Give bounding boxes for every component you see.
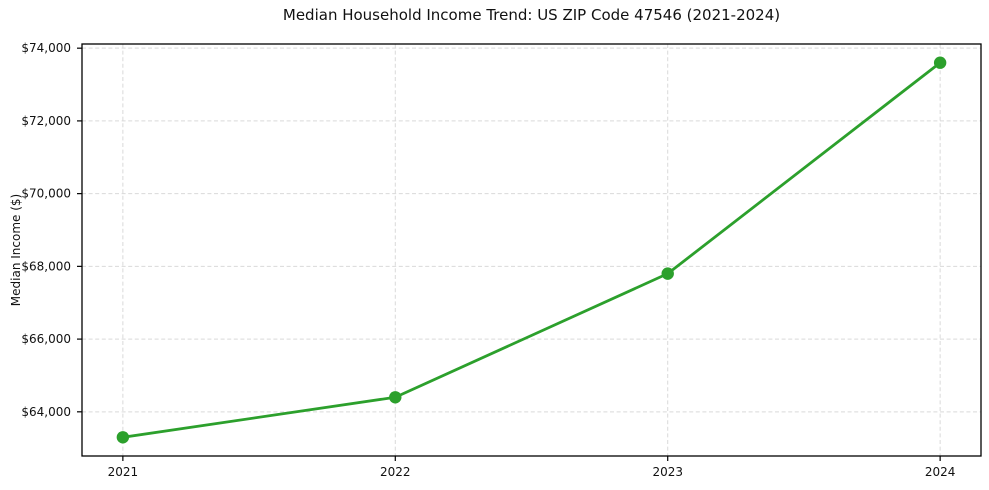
x-tick-label: 2024 xyxy=(925,465,956,479)
trend-line xyxy=(121,61,942,439)
y-tick-label: $70,000 xyxy=(21,187,71,201)
y-tick-label: $68,000 xyxy=(21,259,71,273)
x-tick-label: 2023 xyxy=(652,465,683,479)
x-tick-label: 2021 xyxy=(108,465,139,479)
y-tick-label: $74,000 xyxy=(21,41,71,55)
chart-title: Median Household Income Trend: US ZIP Co… xyxy=(282,6,781,24)
y-tick-label: $72,000 xyxy=(21,114,71,128)
data-point-marker xyxy=(661,267,674,280)
plot-border xyxy=(81,43,982,457)
data-point-marker xyxy=(116,431,130,444)
data-point-marker xyxy=(389,391,402,404)
data-point-marker xyxy=(933,56,947,69)
y-tick-label: $66,000 xyxy=(21,332,71,346)
x-tick-label: 2022 xyxy=(380,465,411,479)
y-tick-label: $64,000 xyxy=(21,405,71,419)
